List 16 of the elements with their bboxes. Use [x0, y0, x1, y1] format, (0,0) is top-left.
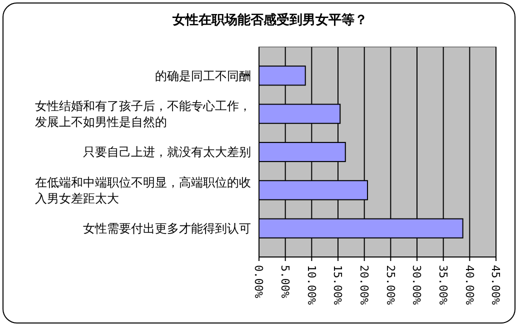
y-tick-label: 女性结婚和有了孩子后，不能专心工作，发展上不如男性是自然的: [35, 99, 251, 130]
x-tick-label: 25.00%: [384, 265, 397, 306]
y-tick-label: 女性需要付出更多才能得到认可: [83, 222, 251, 236]
x-tick-label: 35.00%: [436, 265, 450, 306]
x-tick-label: 30.00%: [410, 265, 424, 306]
x-tick-label: 20.00%: [357, 265, 370, 306]
y-tick-label: 的确是同工不同酬: [155, 68, 251, 83]
x-tick-label: 0.00%: [252, 265, 266, 298]
y-tick-label: 只要自己上进，就没有太大差别: [83, 145, 251, 160]
x-tick-label: 5.00%: [278, 265, 292, 298]
chart-title: 女性在职场能否感受到男女平等？: [172, 12, 368, 28]
x-tick-label: 45.00%: [489, 265, 502, 306]
x-tick-label: 10.00%: [304, 265, 318, 306]
x-tick-label: 40.00%: [462, 265, 476, 306]
y-tick-label: 在低端和中端职位不明显，高端职位的收入男女差距太大: [35, 175, 251, 206]
x-tick-label: 15.00%: [331, 265, 344, 306]
